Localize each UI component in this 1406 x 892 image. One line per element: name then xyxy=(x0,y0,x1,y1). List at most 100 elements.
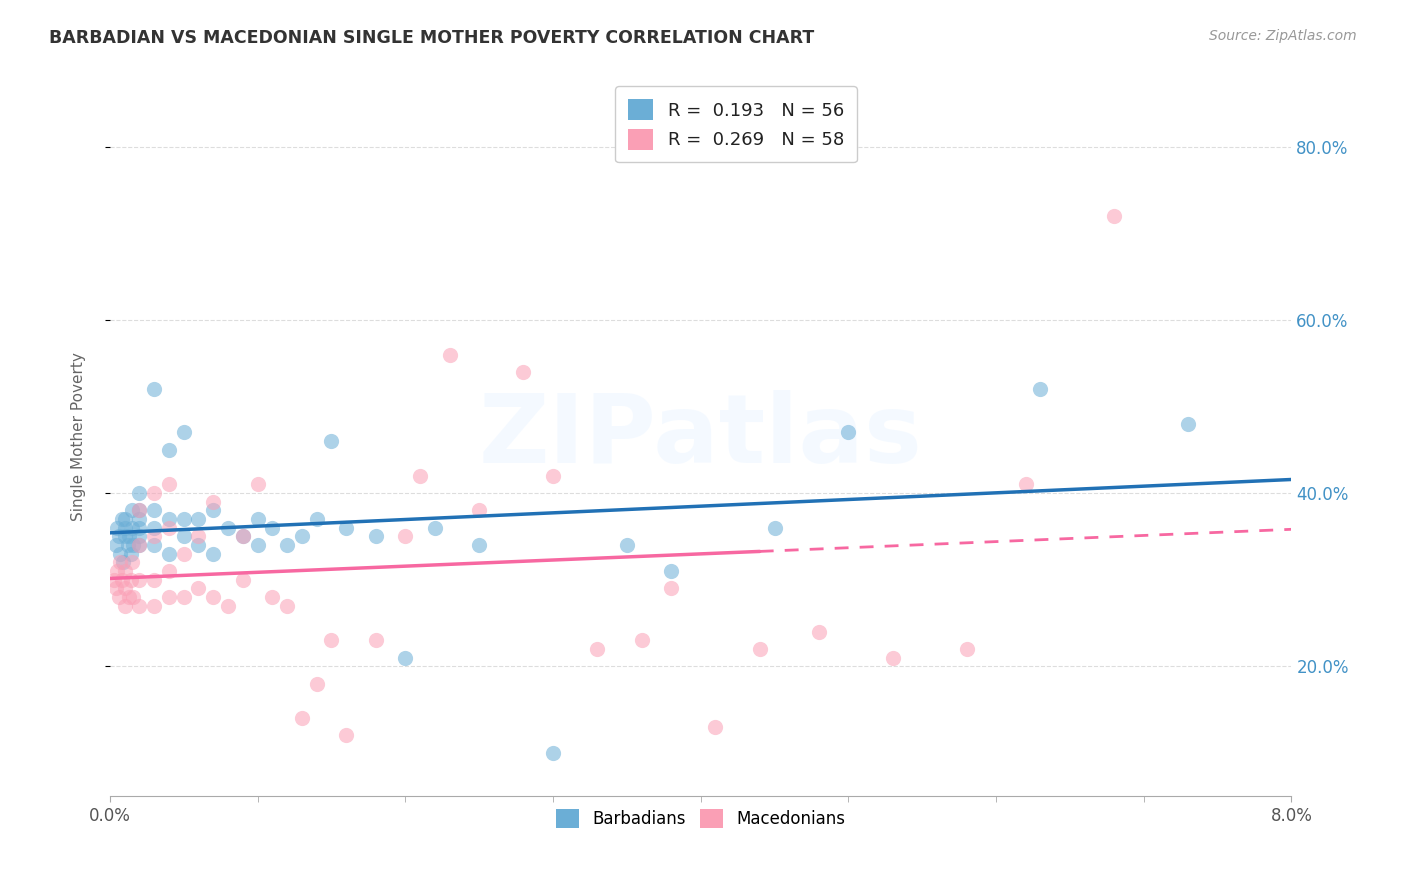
Point xyxy=(143,573,166,587)
Point xyxy=(173,529,195,543)
Point xyxy=(586,641,609,656)
Point xyxy=(122,590,145,604)
Point xyxy=(173,425,195,440)
Point xyxy=(128,503,150,517)
Point xyxy=(111,512,134,526)
Point xyxy=(107,590,129,604)
Point xyxy=(103,573,125,587)
Point xyxy=(541,746,564,760)
Point xyxy=(217,599,239,613)
Point xyxy=(512,365,534,379)
Point xyxy=(1102,209,1125,223)
Text: ZIPatlas: ZIPatlas xyxy=(478,391,922,483)
Point xyxy=(128,512,150,526)
Point xyxy=(173,547,195,561)
Point xyxy=(118,529,141,543)
Point xyxy=(262,521,284,535)
Point xyxy=(364,633,387,648)
Point xyxy=(128,573,150,587)
Point xyxy=(114,599,136,613)
Point xyxy=(128,538,150,552)
Point xyxy=(157,564,180,578)
Point xyxy=(112,555,135,569)
Point xyxy=(630,633,652,648)
Point xyxy=(335,521,357,535)
Point xyxy=(114,521,136,535)
Point xyxy=(107,529,129,543)
Point xyxy=(157,521,180,535)
Point xyxy=(121,503,143,517)
Point xyxy=(321,633,343,648)
Point xyxy=(108,555,131,569)
Point xyxy=(1029,382,1052,396)
Point xyxy=(335,729,357,743)
Point xyxy=(120,573,142,587)
Point xyxy=(439,347,461,361)
Point xyxy=(232,529,254,543)
Point xyxy=(704,720,727,734)
Point xyxy=(807,624,830,639)
Point xyxy=(246,538,269,552)
Point xyxy=(128,503,150,517)
Point xyxy=(121,555,143,569)
Point xyxy=(143,521,166,535)
Point xyxy=(143,503,166,517)
Point xyxy=(128,538,150,552)
Point xyxy=(468,503,491,517)
Point xyxy=(118,590,141,604)
Point xyxy=(305,676,328,690)
Point xyxy=(173,590,195,604)
Point xyxy=(394,529,416,543)
Point xyxy=(291,529,314,543)
Point xyxy=(128,521,150,535)
Point xyxy=(114,512,136,526)
Point xyxy=(187,512,209,526)
Point xyxy=(108,547,131,561)
Point xyxy=(541,468,564,483)
Point xyxy=(114,582,136,596)
Point xyxy=(187,582,209,596)
Point xyxy=(143,382,166,396)
Point xyxy=(117,538,139,552)
Point xyxy=(121,521,143,535)
Y-axis label: Single Mother Poverty: Single Mother Poverty xyxy=(72,352,86,521)
Point xyxy=(128,529,150,543)
Point xyxy=(157,547,180,561)
Point xyxy=(187,529,209,543)
Point xyxy=(187,538,209,552)
Point xyxy=(173,512,195,526)
Point xyxy=(114,529,136,543)
Point xyxy=(423,521,446,535)
Point xyxy=(122,538,145,552)
Point xyxy=(143,529,166,543)
Point xyxy=(111,573,134,587)
Point xyxy=(202,547,225,561)
Point xyxy=(276,538,298,552)
Point xyxy=(114,564,136,578)
Point xyxy=(616,538,638,552)
Text: BARBADIAN VS MACEDONIAN SINGLE MOTHER POVERTY CORRELATION CHART: BARBADIAN VS MACEDONIAN SINGLE MOTHER PO… xyxy=(49,29,814,47)
Point xyxy=(276,599,298,613)
Point xyxy=(157,442,180,457)
Point xyxy=(120,547,142,561)
Point xyxy=(104,538,127,552)
Point xyxy=(659,582,682,596)
Point xyxy=(105,521,128,535)
Point xyxy=(157,590,180,604)
Point xyxy=(202,503,225,517)
Point xyxy=(409,468,432,483)
Point xyxy=(246,512,269,526)
Point xyxy=(763,521,786,535)
Point xyxy=(955,641,977,656)
Point xyxy=(217,521,239,535)
Point xyxy=(232,529,254,543)
Point xyxy=(128,599,150,613)
Point xyxy=(305,512,328,526)
Point xyxy=(659,564,682,578)
Point xyxy=(104,582,127,596)
Point xyxy=(882,650,904,665)
Point xyxy=(143,538,166,552)
Point xyxy=(105,564,128,578)
Point xyxy=(202,590,225,604)
Point xyxy=(1177,417,1199,431)
